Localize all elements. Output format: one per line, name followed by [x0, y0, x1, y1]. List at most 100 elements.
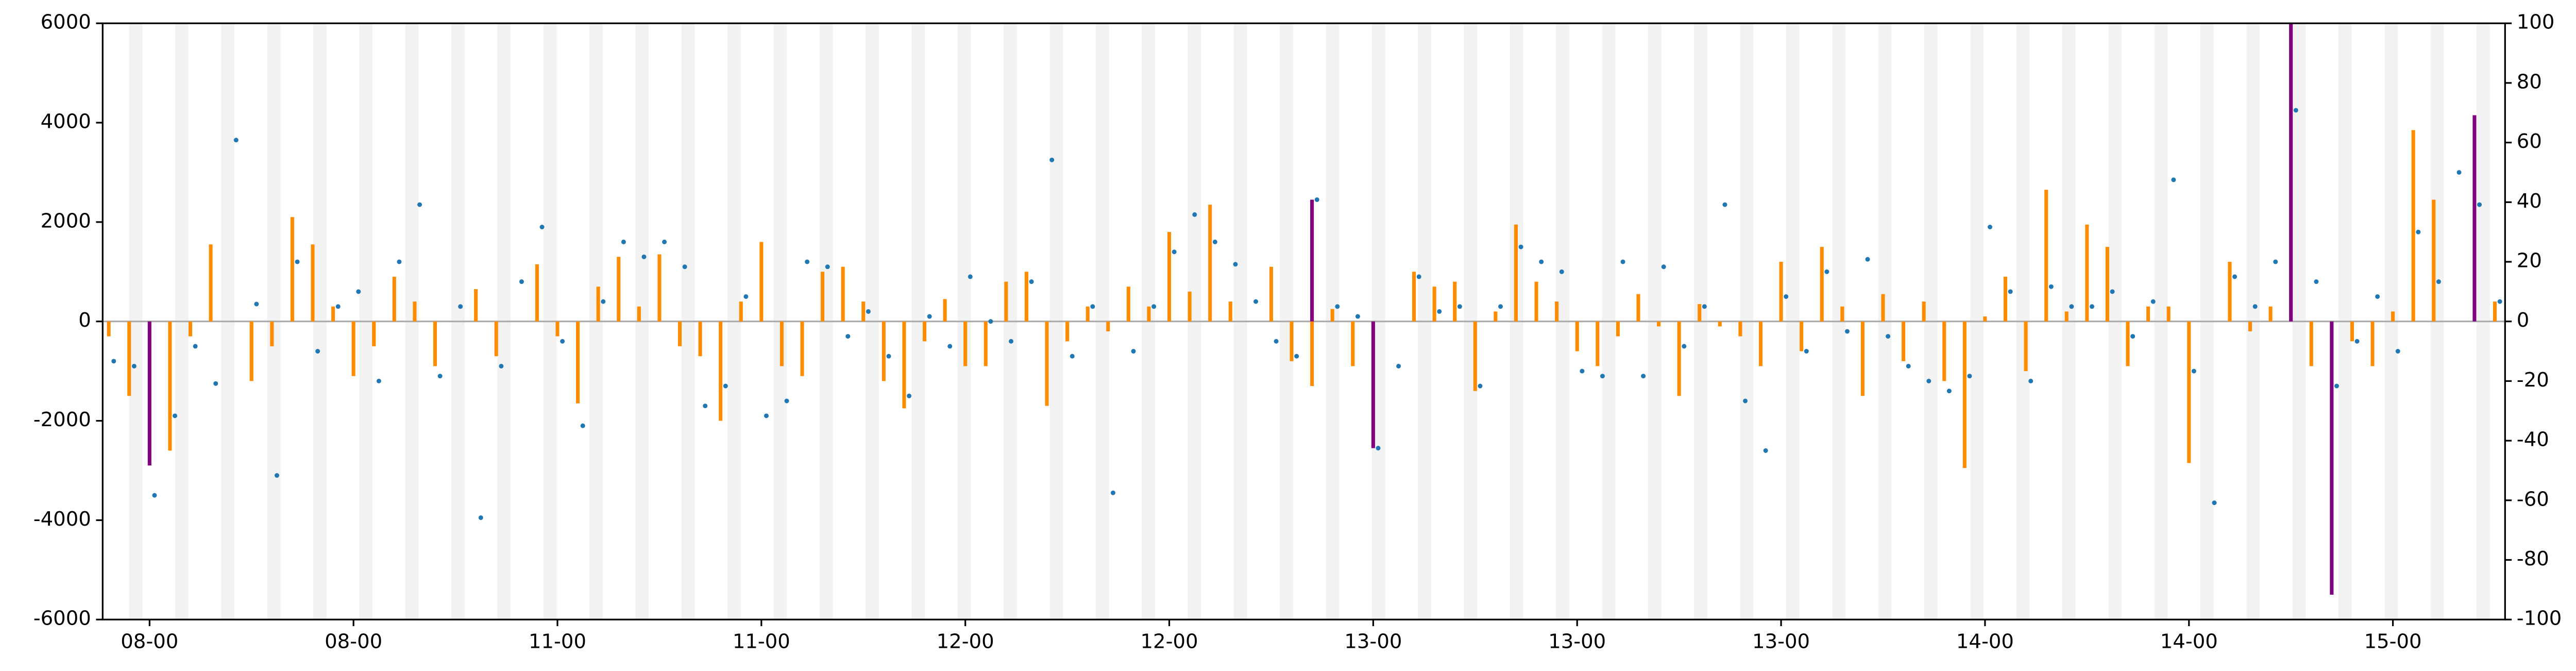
bar [943, 299, 947, 322]
y2-tick-label: 40 [2517, 190, 2542, 213]
bar [2024, 321, 2028, 372]
bar [739, 301, 743, 322]
bar [2085, 224, 2089, 322]
bar [1616, 321, 1620, 337]
bar [168, 321, 172, 451]
bar [2105, 247, 2109, 322]
bar [617, 257, 621, 322]
point [947, 344, 953, 349]
point [1906, 363, 1911, 368]
bar [779, 321, 784, 366]
y-tick-label: -6000 [33, 607, 91, 630]
x-tick-label: 08-00 [325, 630, 382, 653]
point [458, 304, 463, 309]
bar [2228, 261, 2232, 322]
bar [1800, 321, 1804, 351]
point [1172, 249, 1177, 255]
point [1702, 304, 1707, 309]
point [499, 363, 504, 368]
point [1844, 329, 1850, 334]
bar [1820, 247, 1824, 322]
point [2069, 304, 2074, 309]
point [1661, 264, 1666, 270]
point [356, 289, 361, 294]
bar [1902, 321, 1906, 361]
bar [1453, 281, 1457, 322]
bar [433, 321, 437, 366]
bar [637, 306, 641, 322]
bar [841, 266, 845, 322]
bar [2493, 301, 2497, 322]
point [376, 378, 381, 383]
point [723, 383, 728, 389]
x-tick-label: 13-00 [1752, 630, 1810, 653]
bar [2044, 190, 2048, 322]
y2-tick-label: 0 [2517, 309, 2530, 332]
x-tick-label: 14-00 [1956, 630, 2014, 653]
point [2477, 202, 2482, 207]
bar [1758, 321, 1763, 366]
bar [351, 321, 355, 376]
point [1804, 349, 1809, 354]
y2-tick-label: 20 [2517, 249, 2542, 272]
point [601, 299, 606, 304]
bar [576, 321, 580, 404]
point [2089, 304, 2094, 309]
point [1967, 374, 1972, 379]
point [2191, 368, 2196, 374]
bar [821, 272, 825, 322]
bar [861, 301, 866, 322]
y-tick-label: -4000 [33, 508, 91, 531]
bar [1228, 301, 1232, 322]
point [1131, 349, 1136, 354]
point [2436, 279, 2441, 284]
y2-tick-label: -40 [2517, 428, 2549, 451]
point [111, 359, 116, 364]
point [1886, 334, 1891, 339]
bar [1881, 294, 1885, 322]
point [641, 254, 647, 259]
bar [107, 321, 111, 337]
point [2456, 170, 2462, 175]
point [2416, 229, 2421, 234]
bar [372, 321, 376, 346]
point [1539, 259, 1544, 264]
point [1029, 279, 1034, 284]
bar [1351, 321, 1355, 366]
bar [2166, 306, 2171, 322]
bar [1779, 261, 1783, 322]
point [866, 309, 871, 314]
y2-tick-label: 100 [2517, 11, 2555, 34]
point [1335, 304, 1340, 309]
bar [1840, 306, 1844, 322]
point [682, 264, 687, 270]
point [1784, 294, 1789, 299]
x-tick-label: 11-00 [733, 630, 790, 653]
y2-tick-label: -100 [2517, 607, 2562, 630]
bar [1310, 199, 1314, 322]
x-tick-label: 13-00 [1344, 630, 1402, 653]
bar [1269, 266, 1273, 322]
bar [1738, 321, 1742, 337]
point [907, 393, 912, 398]
bar [392, 276, 396, 322]
point [131, 363, 137, 368]
point [1416, 274, 1421, 279]
point [2497, 299, 2502, 304]
point [1580, 368, 1585, 374]
y2-tick-label: -60 [2517, 488, 2549, 511]
point [580, 423, 585, 428]
y-tick-label: 4000 [41, 110, 91, 133]
y-tick-label: 6000 [41, 11, 91, 34]
point [1355, 314, 1360, 319]
point [2048, 284, 2054, 289]
bar [474, 289, 478, 322]
bar [902, 321, 906, 409]
point [2171, 177, 2176, 182]
bar [331, 306, 335, 322]
bar [1412, 272, 1416, 322]
point [805, 259, 810, 264]
point [213, 381, 218, 386]
point [743, 294, 749, 299]
point [2375, 294, 2380, 299]
